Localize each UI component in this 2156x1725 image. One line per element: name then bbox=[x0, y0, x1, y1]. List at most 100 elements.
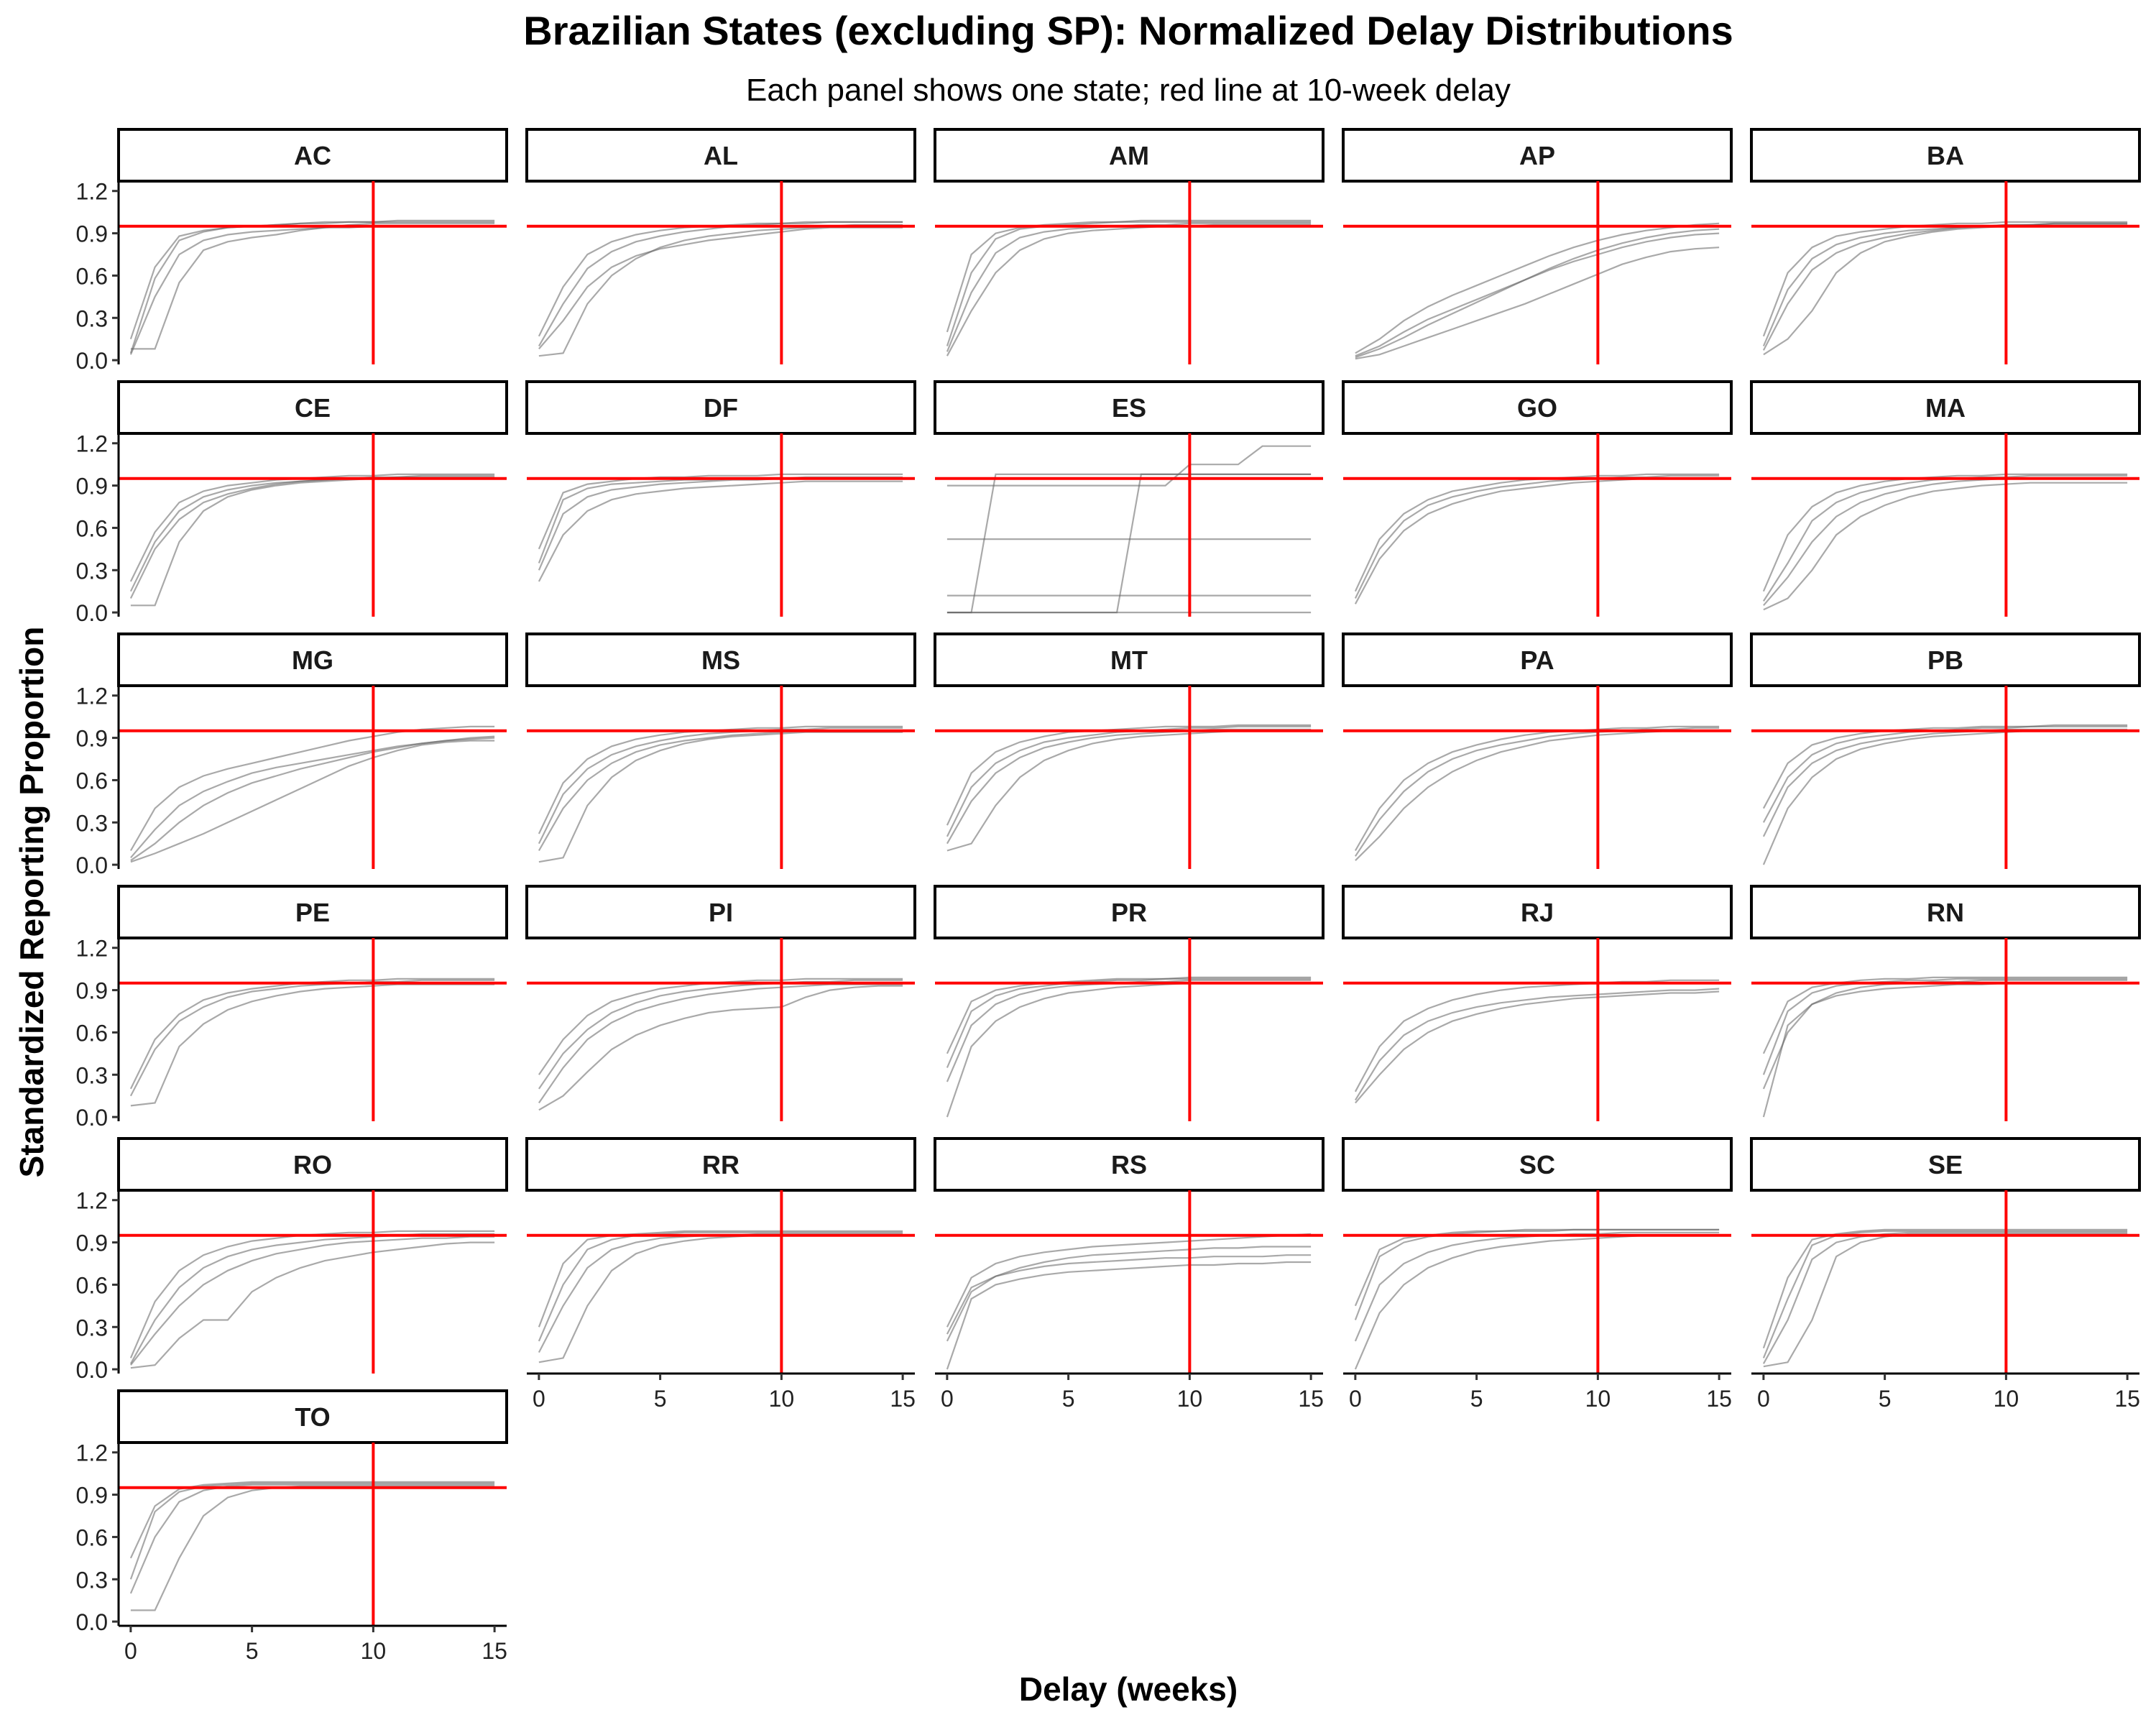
curve-group bbox=[129, 725, 495, 863]
delay-curve bbox=[1762, 222, 2128, 351]
panel-ba: BA bbox=[1750, 128, 2141, 364]
facet-strip-label: RO bbox=[293, 1150, 332, 1179]
delay-curve bbox=[538, 1233, 903, 1353]
curve-group bbox=[1762, 724, 2128, 865]
delay-curve bbox=[1762, 473, 2128, 592]
delay-curve bbox=[538, 473, 903, 550]
delay-curve bbox=[129, 1482, 495, 1580]
y-tick-label: 0.9 bbox=[76, 1230, 108, 1256]
panel-rj: RJ bbox=[1342, 885, 1733, 1121]
facet-strip bbox=[117, 128, 508, 183]
delay-curve bbox=[946, 976, 1312, 1054]
delay-curve bbox=[130, 1236, 495, 1366]
delay-curve bbox=[946, 445, 1312, 487]
delay-curve bbox=[946, 982, 1312, 1118]
chart-title: Brazilian States (excluding SP): Normali… bbox=[523, 8, 1733, 53]
panel-to: TO 0.0 0.3 0.6 0.9 1.2 0 5 10 15 bbox=[76, 1389, 508, 1664]
facet-strip-label: MA bbox=[1925, 393, 1966, 423]
delay-curve bbox=[129, 978, 495, 1090]
y-tick-label: 0.6 bbox=[76, 263, 108, 289]
facet-strip-label: PE bbox=[295, 898, 330, 927]
delay-curve bbox=[1762, 221, 2128, 337]
panel-ro: RO 0.0 0.3 0.6 0.9 1.2 bbox=[76, 1137, 508, 1383]
y-tick-label: 0.3 bbox=[76, 558, 108, 584]
x-tick-label: 15 bbox=[1706, 1386, 1732, 1412]
y-tick-label: 0.9 bbox=[76, 726, 108, 752]
facet-strip bbox=[1342, 1137, 1733, 1192]
y-tick-label: 1.2 bbox=[76, 936, 108, 962]
delay-curve bbox=[129, 1484, 495, 1594]
curve-group bbox=[538, 1230, 903, 1363]
delay-curve bbox=[946, 979, 1312, 1082]
curve-group bbox=[129, 219, 495, 355]
x-tick-label: 5 bbox=[1470, 1386, 1483, 1412]
panel-df: DF bbox=[525, 380, 916, 617]
delay-curve bbox=[1762, 1231, 2128, 1364]
panel-am: AM bbox=[934, 128, 1325, 364]
delay-curve bbox=[1762, 978, 2128, 1075]
facet-strip-label: PB bbox=[1927, 645, 1963, 675]
y-tick-label: 1.2 bbox=[76, 1440, 108, 1466]
panel-grid: AC 0.0 0.3 0.6 0.9 1.2 AL AM AP BA CE 0.0 0.3 0.6 0.9 1… bbox=[76, 128, 2141, 1664]
x-tick-label: 0 bbox=[941, 1386, 954, 1412]
panel-rn: RN bbox=[1750, 885, 2141, 1121]
panel-go: GO bbox=[1342, 380, 1733, 617]
facet-strip-label: MS bbox=[701, 645, 740, 675]
delay-curve bbox=[129, 219, 495, 340]
curve-group bbox=[538, 978, 903, 1111]
facet-strip bbox=[117, 1137, 508, 1192]
facet-strip bbox=[934, 1137, 1325, 1192]
delay-curve bbox=[946, 1246, 1312, 1342]
delay-curve bbox=[946, 1233, 1312, 1328]
x-tick-label: 15 bbox=[2114, 1386, 2140, 1412]
curve-group bbox=[1762, 976, 2128, 1118]
delay-curve bbox=[1354, 473, 1720, 592]
panel-es: ES bbox=[934, 380, 1325, 617]
y-tick-label: 0.0 bbox=[76, 1105, 108, 1131]
delay-curve bbox=[129, 725, 495, 852]
delay-curve bbox=[129, 1230, 495, 1358]
delay-curve bbox=[1762, 1228, 2128, 1349]
delay-curve bbox=[946, 222, 1312, 352]
y-tick-label: 0.0 bbox=[76, 852, 108, 878]
panel-mg: MG 0.0 0.3 0.6 0.9 1.2 bbox=[76, 632, 508, 878]
x-tick-label: 5 bbox=[1879, 1386, 1892, 1412]
panel-pe: PE 0.0 0.3 0.6 0.9 1.2 bbox=[76, 885, 508, 1131]
facet-strip-label: MG bbox=[292, 645, 333, 675]
facet-strip bbox=[1750, 632, 2141, 687]
delay-curve bbox=[538, 985, 903, 1111]
facet-strip-label: AL bbox=[704, 141, 738, 170]
facet-strip bbox=[525, 632, 916, 687]
x-tick-label: 10 bbox=[361, 1638, 387, 1664]
facet-strip-label: RS bbox=[1111, 1150, 1147, 1179]
x-tick-label: 10 bbox=[1585, 1386, 1611, 1412]
y-tick-label: 0.3 bbox=[76, 305, 108, 331]
x-tick-label: 10 bbox=[1994, 1386, 2019, 1412]
facet-strip-label: GO bbox=[1517, 393, 1557, 423]
delay-curve bbox=[130, 477, 495, 607]
panel-ms: MS bbox=[525, 632, 916, 869]
delay-curve bbox=[130, 737, 495, 859]
delay-curve bbox=[129, 221, 495, 354]
delay-curve bbox=[538, 731, 903, 863]
panel-pa: PA bbox=[1342, 632, 1733, 869]
y-axis-title: Standardized Reporting Proportion bbox=[13, 627, 50, 1178]
panel-ac: AC 0.0 0.3 0.6 0.9 1.2 bbox=[76, 128, 508, 374]
facet-strip bbox=[934, 380, 1325, 435]
delay-curve bbox=[130, 1485, 495, 1611]
delay-curve bbox=[538, 224, 903, 357]
delay-curve bbox=[538, 480, 903, 582]
facet-strip-label: AP bbox=[1519, 141, 1555, 170]
x-axis-title: Delay (weeks) bbox=[1019, 1670, 1238, 1708]
delay-curve bbox=[1762, 982, 2128, 1118]
facet-strip bbox=[525, 128, 916, 183]
facet-strip bbox=[525, 380, 916, 435]
delay-curve bbox=[538, 727, 903, 845]
curve-group bbox=[1355, 222, 1720, 360]
facet-strip bbox=[1750, 128, 2141, 183]
x-tick-label: 0 bbox=[124, 1638, 137, 1664]
facet-strip bbox=[117, 632, 508, 687]
x-tick-label: 10 bbox=[1177, 1386, 1203, 1412]
delay-curve bbox=[130, 1241, 495, 1369]
y-tick-label: 1.2 bbox=[76, 179, 108, 205]
